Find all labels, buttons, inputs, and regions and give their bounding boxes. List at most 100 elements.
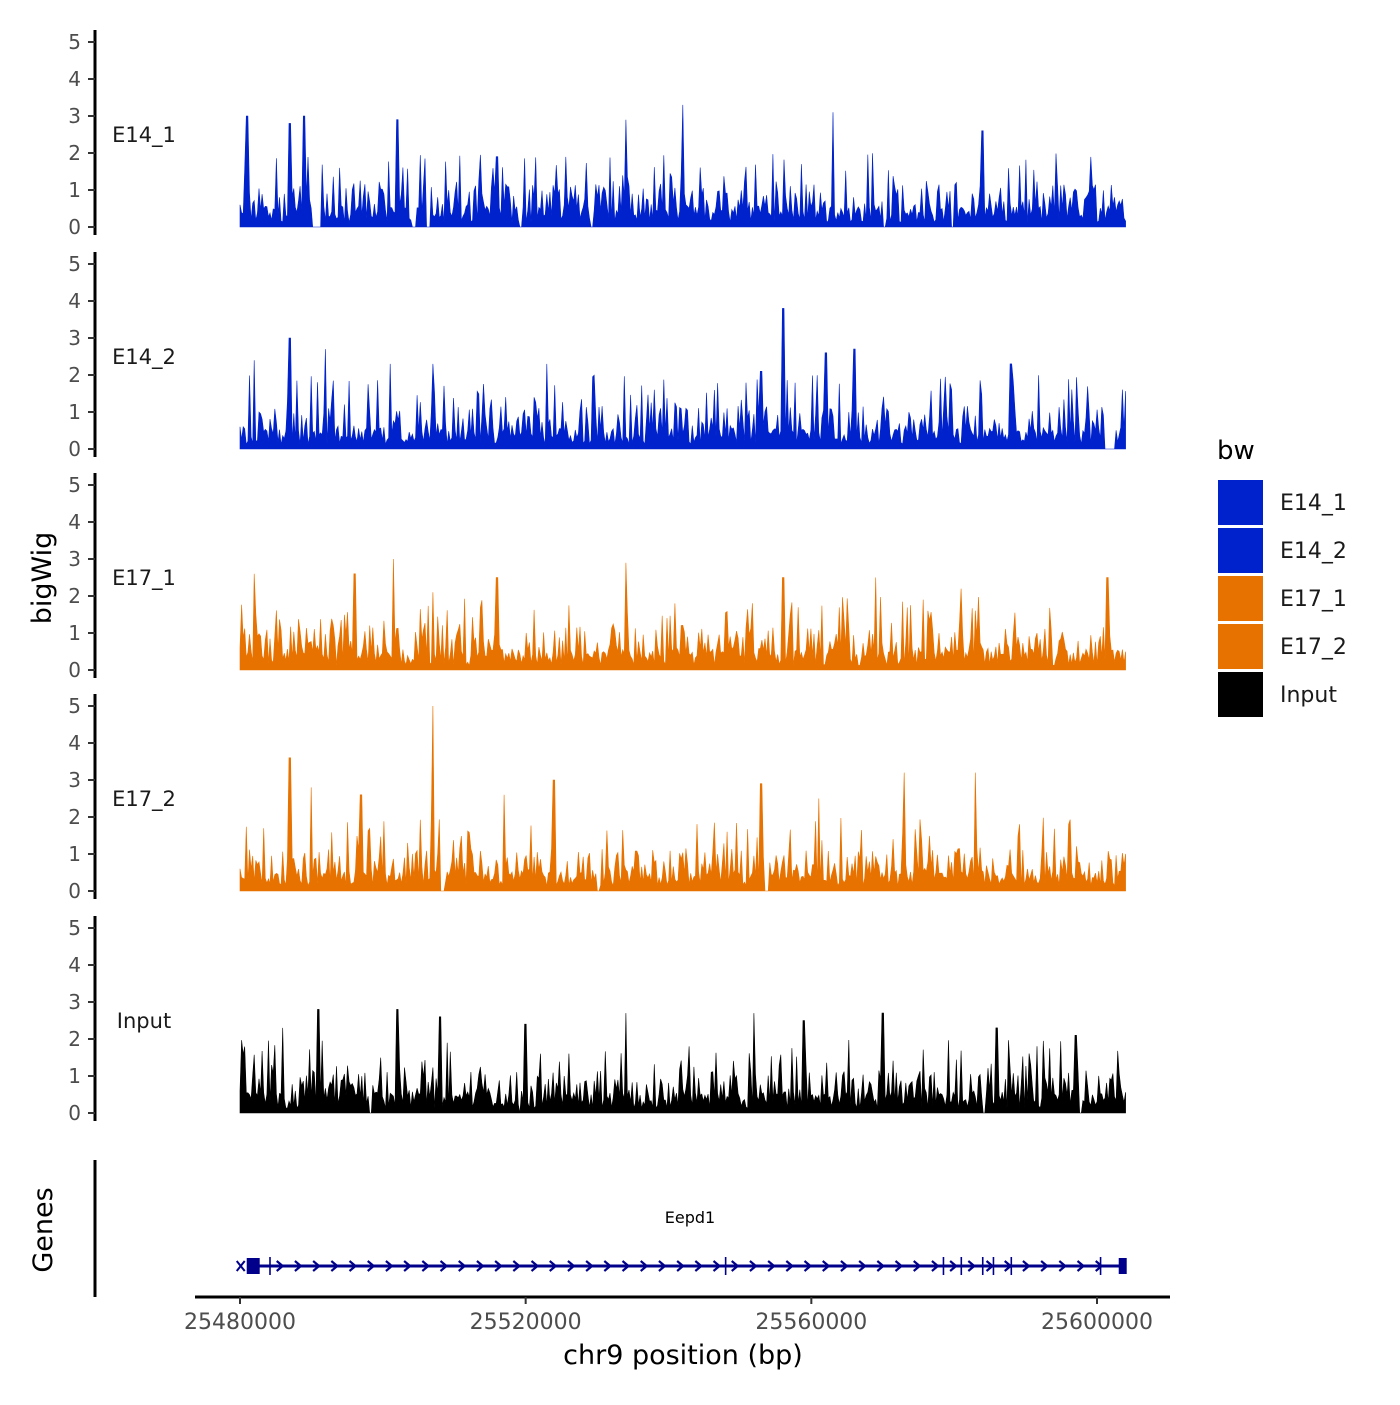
strand-arrow: [439, 1260, 449, 1272]
x-tick-label: 25480000: [184, 1310, 296, 1335]
strand-arrow: [949, 1260, 958, 1272]
legend-label-Input: Input: [1280, 683, 1337, 708]
track-label-Input: Input: [117, 1009, 171, 1033]
strand-arrow: [913, 1260, 922, 1272]
y-tick-label: 4: [68, 289, 81, 313]
strand-arrow: [421, 1260, 431, 1272]
y-tick-label: 5: [68, 252, 81, 276]
strand-arrow: [621, 1260, 631, 1272]
track-E14_1: 0 1 2 3 4 5 E14_1: [68, 30, 1126, 239]
strand-arrow: [985, 1260, 995, 1272]
legend-label-E17_1: E17_1: [1280, 587, 1347, 612]
x-axis: 25480000 25520000 25560000 25600000: [184, 1295, 1170, 1335]
strand-arrow: [512, 1260, 522, 1272]
strand-arrow: [403, 1260, 412, 1272]
y-tick-label: 5: [68, 694, 81, 718]
strand-arrow: [549, 1260, 558, 1272]
legend-label-E14_2: E14_2: [1280, 539, 1347, 564]
y-tick-label: 3: [68, 547, 81, 571]
strand-arrow: [348, 1260, 358, 1272]
y-axis-title: bigWig: [27, 532, 58, 625]
y-tick-label: 0: [68, 879, 81, 903]
series-area-E14_2: [239, 308, 1126, 450]
legend-key-E17_1: [1218, 576, 1263, 621]
y-tick-label: 4: [68, 67, 81, 91]
legend-label-E17_2: E17_2: [1280, 635, 1347, 660]
y-tick-label: 2: [68, 1027, 81, 1051]
strand-arrow: [967, 1260, 977, 1272]
y-tick-label: 0: [68, 215, 81, 239]
gene-exon: [251, 1258, 260, 1274]
y-tick-label: 5: [68, 916, 81, 940]
y-tick-label: 3: [68, 326, 81, 350]
x-axis-title: chr9 position (bp): [563, 1340, 803, 1371]
y-tick-label: 5: [68, 473, 81, 497]
strand-arrow: [294, 1260, 303, 1272]
strand-arrow: [731, 1260, 740, 1272]
strand-arrow: [676, 1260, 685, 1272]
strand-arrow: [567, 1260, 576, 1272]
track-E17_1: 0 1 2 3 4 5 E17_1: [68, 473, 1126, 682]
gene-name-label: Eepd1: [665, 1208, 715, 1227]
strand-arrow: [1076, 1260, 1086, 1272]
strand-arrow: [712, 1260, 722, 1272]
y-tick-label: 1: [68, 178, 81, 202]
strand-arrow: [603, 1260, 613, 1272]
strand-arrow: [494, 1260, 503, 1272]
legend-key-E14_2: [1218, 528, 1263, 573]
y-tick-label: 0: [68, 437, 81, 461]
gene-exon: [1118, 1258, 1127, 1274]
strand-arrow: [1058, 1260, 1068, 1272]
strand-arrow: [312, 1260, 321, 1272]
y-tick-label: 1: [68, 400, 81, 424]
y-tick-label: 1: [68, 842, 81, 866]
track-E17_2: 0 1 2 3 4 5 E17_2: [68, 694, 1126, 903]
strand-arrow: [749, 1260, 758, 1272]
series-area-E14_1: [239, 104, 1126, 228]
tracks-layer: 0 1 2 3 4 5 E14_1 0 1 2 3 4 5 E14_2 0 1 2 3 4 5 E17_1 0 1 2 3 4 5 E…: [68, 30, 1126, 1125]
strand-arrow: [876, 1260, 886, 1272]
x-tick-label: 25560000: [755, 1310, 867, 1335]
series-area-E17_2: [239, 705, 1126, 892]
x-tick-label: 25520000: [470, 1310, 582, 1335]
y-tick-label: 1: [68, 621, 81, 645]
strand-arrow: [822, 1260, 831, 1272]
y-tick-label: 0: [68, 658, 81, 682]
y-tick-label: 4: [68, 510, 81, 534]
strand-arrow: [367, 1260, 376, 1272]
strand-arrow: [785, 1260, 795, 1272]
strand-arrow: [658, 1260, 667, 1272]
x-tick-label: 25600000: [1041, 1310, 1153, 1335]
y-tick-label: 4: [68, 953, 81, 977]
strand-arrow: [840, 1260, 849, 1272]
strand-arrow: [1022, 1260, 1031, 1272]
gene-start-mark: [235, 1260, 246, 1272]
strand-arrow: [330, 1260, 340, 1272]
strand-arrow: [694, 1260, 704, 1272]
strand-arrow: [476, 1260, 485, 1272]
y-tick-label: 2: [68, 805, 81, 829]
strand-arrow: [276, 1260, 285, 1272]
track-label-E17_1: E17_1: [112, 566, 176, 591]
track-E14_2: 0 1 2 3 4 5 E14_2: [68, 252, 1126, 461]
gene-exon: [246, 1258, 255, 1274]
y-tick-label: 4: [68, 731, 81, 755]
strand-arrow: [530, 1260, 540, 1272]
y-tick-label: 1: [68, 1064, 81, 1088]
strand-arrow: [931, 1260, 940, 1272]
legend-key-Input: [1218, 672, 1263, 717]
y-tick-label: 2: [68, 363, 81, 387]
y-tick-label: 2: [68, 141, 81, 165]
y-tick-label: 2: [68, 584, 81, 608]
strand-arrow: [640, 1260, 649, 1272]
strand-arrow: [1040, 1260, 1049, 1272]
legend-key-E17_2: [1218, 624, 1263, 669]
strand-arrow: [803, 1260, 813, 1272]
track-label-E17_2: E17_2: [112, 787, 176, 812]
legend-key-E14_1: [1218, 480, 1263, 525]
strand-arrow: [458, 1260, 467, 1272]
strand-arrow: [1095, 1260, 1104, 1272]
strand-arrow: [858, 1260, 867, 1272]
